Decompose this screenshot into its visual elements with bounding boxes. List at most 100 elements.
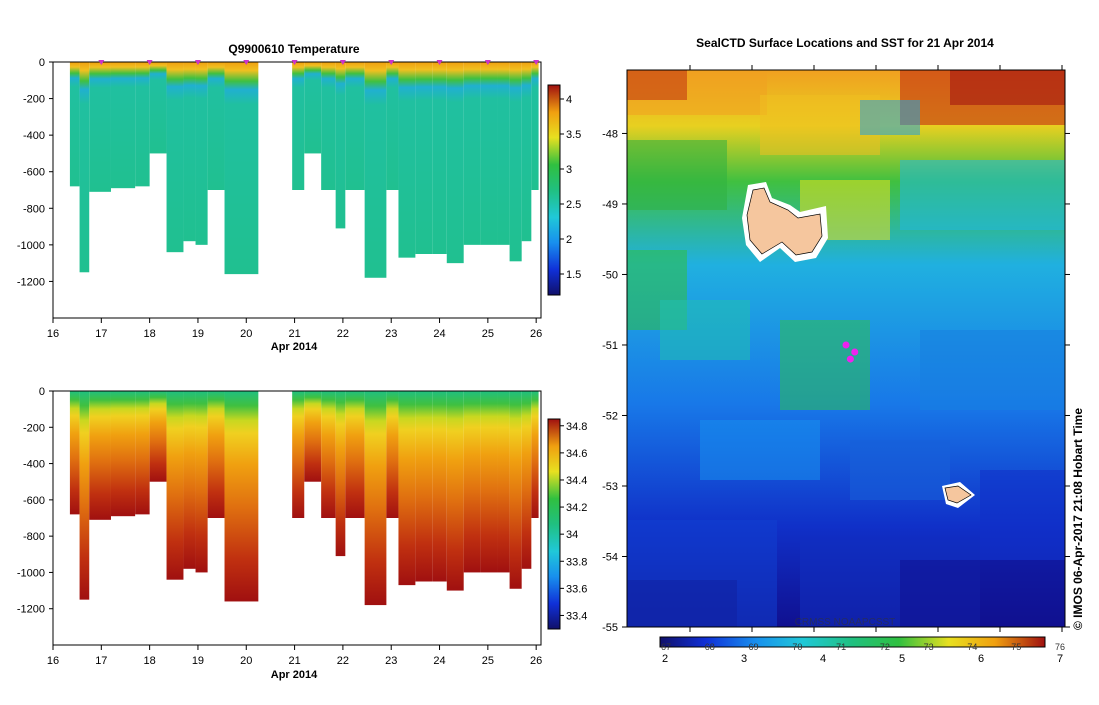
profile-column xyxy=(345,62,365,190)
sst-fahrenheit-tick-label: 72 xyxy=(880,642,890,652)
lat-tick-label: -54 xyxy=(602,551,618,563)
lat-tick-label: -51 xyxy=(602,340,618,352)
seal-location xyxy=(842,341,850,349)
map-frame xyxy=(626,69,1066,628)
salinity-y-axis: 0 -200 -400 -600 -800 -1000 -1200 xyxy=(17,386,53,616)
profile-column xyxy=(166,391,184,580)
temperature-y-axis: 0 -200 -400 -600 -800 -1000 -1200 xyxy=(17,57,53,288)
temperature-colorbar-ticks: 4 3.5 3 2.5 2 1.5 xyxy=(560,94,581,281)
map-overlay-text: CRMSS NOAAPCSST xyxy=(795,617,896,628)
y-tick-label: -600 xyxy=(23,495,45,507)
seal-location xyxy=(851,348,859,356)
x-tick-label: 18 xyxy=(144,655,156,667)
map-title: SealCTD Surface Locations and SST for 21… xyxy=(696,36,994,50)
temperature-colorbar: 4 3.5 3 2.5 2 1.5 xyxy=(547,84,581,296)
temperature-profile-bars xyxy=(69,62,539,278)
x-tick-label: 25 xyxy=(482,328,494,340)
colorbar-tick-label: 34.4 xyxy=(566,475,587,487)
sst-celsius-tick-label: 3 xyxy=(741,653,747,665)
salinity-profile-bars xyxy=(69,391,539,606)
sst-celsius-tick-label: 4 xyxy=(820,653,826,665)
profile-marker xyxy=(98,60,105,65)
x-tick-label: 21 xyxy=(288,655,300,667)
x-tick-label: 26 xyxy=(530,655,542,667)
y-tick-label: -1000 xyxy=(17,567,45,579)
colorbar-tick-label: 1.5 xyxy=(566,269,581,281)
x-tick-label: 22 xyxy=(337,328,349,340)
profile-column xyxy=(480,62,498,245)
profile-column xyxy=(521,62,532,242)
x-tick-label: 19 xyxy=(192,328,204,340)
salinity-colorbar: 34.8 34.6 34.4 34.2 34 33.8 33.6 33.4 xyxy=(547,418,587,630)
sst-colorbar-ticks: 2 3 4 5 6 767 68 69 70 71 72 73 74 75 76 xyxy=(661,642,1065,665)
profile-column xyxy=(69,62,80,187)
sst-fahrenheit-tick-label: 68 xyxy=(705,642,715,652)
profile-column xyxy=(89,62,111,192)
profile-column xyxy=(149,62,167,154)
sst-patch xyxy=(660,300,750,360)
profile-marker xyxy=(291,60,298,65)
salinity-x-axis-label: Apr 2014 xyxy=(271,669,318,681)
sst-patch xyxy=(980,470,1065,560)
colorbar-tick-label: 33.4 xyxy=(566,610,587,622)
salinity-colorbar-ramp xyxy=(547,418,561,630)
island-small xyxy=(944,485,972,504)
y-tick-label: -800 xyxy=(23,203,45,215)
map-latitude-axis: -48 -49 -50 -51 -52 -53 -54 -55 xyxy=(602,128,1070,634)
sst-fahrenheit-tick-label: 67 xyxy=(661,642,671,652)
y-tick-label: -800 xyxy=(23,531,45,543)
x-tick-label: 26 xyxy=(530,328,542,340)
temperature-colorbar-ramp xyxy=(547,84,561,296)
sst-patch xyxy=(850,440,950,500)
lat-tick-label: -52 xyxy=(602,410,618,422)
colorbar-tick-label: 34.8 xyxy=(566,421,587,433)
x-tick-label: 17 xyxy=(95,328,107,340)
lat-tick-label: -53 xyxy=(602,481,618,493)
profile-marker xyxy=(194,60,201,65)
profile-marker xyxy=(533,60,540,65)
profile-column xyxy=(135,391,150,515)
profile-column xyxy=(497,62,510,245)
imos-credit: © IMOS 06-Apr-2017 21:08 Hobart Time xyxy=(1071,408,1085,630)
x-tick-label: 24 xyxy=(433,328,445,340)
colorbar-tick-label: 34.6 xyxy=(566,448,587,460)
sst-patch xyxy=(860,100,920,135)
profile-column xyxy=(304,62,322,154)
profile-marker xyxy=(243,60,250,65)
lat-tick-label: -50 xyxy=(602,269,618,281)
lat-tick-label: -55 xyxy=(602,622,618,634)
salinity-x-axis: 16 17 18 19 20 21 22 23 24 25 26 xyxy=(47,645,542,667)
sst-celsius-tick-label: 2 xyxy=(662,653,668,665)
profile-column xyxy=(183,391,196,569)
profile-column xyxy=(415,62,433,254)
profile-column xyxy=(463,62,481,245)
y-tick-label: -400 xyxy=(23,130,45,142)
profile-column xyxy=(335,62,346,229)
profile-column xyxy=(432,391,447,582)
colorbar-tick-label: 33.6 xyxy=(566,583,587,595)
colorbar-tick-label: 4 xyxy=(566,94,572,106)
y-tick-label: 0 xyxy=(39,57,45,69)
profile-column xyxy=(521,391,532,569)
sst-patch xyxy=(950,70,1065,105)
x-tick-label: 20 xyxy=(240,328,252,340)
profile-column xyxy=(166,62,184,253)
profile-column xyxy=(292,391,305,518)
profile-markers xyxy=(98,60,540,65)
sst-celsius-tick-label: 5 xyxy=(899,653,905,665)
profile-column xyxy=(195,62,208,245)
salinity-plot-frame xyxy=(52,390,542,646)
sst-patch xyxy=(900,160,1065,230)
profile-column xyxy=(321,62,336,190)
salinity-section-plot: 0 -200 -400 -600 -800 -1000 -1200 16 17 18 19 20 21… xyxy=(17,386,542,681)
x-tick-label: 18 xyxy=(144,328,156,340)
sst-fahrenheit-tick-label: 70 xyxy=(792,642,802,652)
x-tick-label: 23 xyxy=(385,328,397,340)
x-tick-label: 22 xyxy=(337,655,349,667)
x-tick-label: 23 xyxy=(385,655,397,667)
y-tick-label: -200 xyxy=(23,94,45,106)
profile-column xyxy=(345,391,365,518)
profile-column xyxy=(304,391,322,482)
x-tick-label: 25 xyxy=(482,655,494,667)
